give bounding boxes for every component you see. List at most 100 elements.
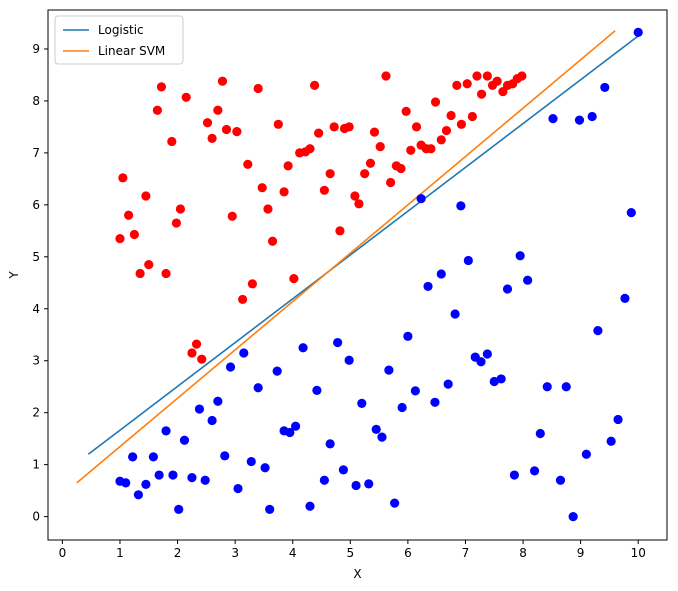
scatter-point bbox=[436, 135, 446, 145]
scatter-point bbox=[194, 404, 205, 414]
y-tick-label: 3 bbox=[32, 354, 40, 368]
legend-label: Logistic bbox=[98, 23, 144, 37]
scatter-point bbox=[436, 269, 446, 279]
y-tick-label: 9 bbox=[32, 42, 40, 56]
scatter-point bbox=[574, 115, 585, 125]
x-tick-label: 5 bbox=[346, 546, 354, 560]
scatter-point bbox=[312, 385, 322, 395]
series-line-1 bbox=[87, 35, 639, 455]
scatter-point bbox=[456, 201, 466, 211]
scatter-point bbox=[411, 122, 422, 132]
y-tick-label: 1 bbox=[32, 458, 40, 472]
scatter-point bbox=[517, 71, 527, 81]
scatter-point bbox=[227, 211, 237, 221]
scatter-point bbox=[423, 281, 433, 292]
scatter-point bbox=[161, 426, 171, 436]
y-axis: 0 1 2 3 4 5 6 7 8 9 bbox=[32, 42, 48, 524]
scatter-point bbox=[364, 479, 374, 489]
y-tick-label: 5 bbox=[32, 250, 40, 264]
scatter-point bbox=[305, 144, 315, 154]
x-tick-label: 2 bbox=[174, 546, 182, 560]
scatter-point bbox=[502, 284, 513, 294]
scatter-point bbox=[430, 97, 441, 107]
scatter-point bbox=[593, 325, 603, 336]
scatter-point bbox=[462, 79, 472, 89]
scatter-point bbox=[152, 105, 163, 115]
scatter-point bbox=[416, 194, 426, 204]
scatter-point bbox=[129, 229, 139, 240]
y-tick-label: 4 bbox=[32, 302, 40, 316]
x-tick-label: 7 bbox=[462, 546, 470, 560]
scatter-point bbox=[171, 218, 182, 228]
scatter-point bbox=[232, 126, 242, 137]
scatter-point bbox=[220, 451, 230, 461]
scatter-point bbox=[289, 274, 299, 284]
scatter-point bbox=[174, 504, 184, 514]
scatter-point bbox=[443, 379, 453, 389]
scatter-point bbox=[243, 159, 253, 169]
scatter-point bbox=[426, 144, 436, 154]
scatter-point bbox=[133, 490, 144, 500]
scatter-point bbox=[191, 339, 202, 349]
y-tick-label: 0 bbox=[32, 510, 40, 524]
scatter-point bbox=[456, 119, 467, 129]
scatter-point bbox=[291, 421, 301, 431]
scatter-point bbox=[482, 71, 492, 81]
scatter-point bbox=[384, 365, 394, 375]
scatter-point bbox=[515, 251, 525, 261]
scatter-point bbox=[141, 191, 151, 201]
scatter-point bbox=[217, 76, 228, 86]
scatter-point bbox=[396, 163, 406, 174]
scatter-point bbox=[238, 294, 248, 305]
scatter-point bbox=[225, 362, 236, 372]
scatter-point bbox=[267, 236, 278, 246]
scatter-point bbox=[620, 293, 630, 303]
scatter-point bbox=[168, 470, 178, 480]
legend: Logistic Linear SVM bbox=[54, 15, 184, 65]
scatter-point bbox=[606, 436, 616, 446]
scatter-point bbox=[381, 71, 391, 81]
plot-marks bbox=[76, 27, 643, 522]
scatter-point bbox=[197, 354, 207, 364]
x-tick-label: 9 bbox=[577, 546, 585, 560]
scatter-point bbox=[207, 133, 217, 143]
scatter-point bbox=[561, 382, 571, 392]
scatter-point bbox=[325, 439, 335, 449]
x-tick-label: 6 bbox=[404, 546, 412, 560]
scatter-point bbox=[329, 122, 339, 132]
legend-label: Linear SVM bbox=[98, 44, 165, 58]
scatter-point bbox=[529, 466, 540, 476]
scatter-point bbox=[221, 124, 232, 135]
y-axis-label: Y bbox=[7, 271, 21, 280]
scatter-point bbox=[555, 475, 566, 485]
series-line-2 bbox=[76, 30, 616, 484]
scatter-point bbox=[124, 210, 134, 220]
scatter-point bbox=[450, 309, 460, 319]
scatter-point bbox=[535, 428, 545, 439]
scatter-point bbox=[467, 111, 477, 122]
scatter-point bbox=[587, 111, 597, 122]
scatter-point bbox=[118, 173, 128, 183]
scatter-point bbox=[581, 449, 591, 459]
scatter-point bbox=[476, 89, 487, 99]
scatter-point bbox=[360, 169, 370, 179]
y-tick-label: 2 bbox=[32, 406, 40, 420]
scatter-point bbox=[213, 396, 223, 406]
scatter-point bbox=[401, 106, 411, 116]
scatter-point bbox=[633, 27, 643, 37]
scatter-point bbox=[492, 76, 502, 86]
x-tick-label: 0 bbox=[59, 546, 67, 560]
x-tick-label: 1 bbox=[116, 546, 124, 560]
scatter-point bbox=[305, 501, 315, 511]
scatter-point bbox=[333, 337, 343, 348]
scatter-point bbox=[410, 386, 420, 396]
scatter-point bbox=[213, 105, 223, 115]
scatter-point bbox=[263, 204, 273, 214]
scatter-point bbox=[115, 234, 125, 244]
y-tick-label: 7 bbox=[32, 146, 40, 160]
scatter-point bbox=[472, 71, 482, 81]
x-tick-label: 4 bbox=[289, 546, 297, 560]
scatter-point bbox=[568, 512, 578, 522]
scatter-point bbox=[257, 183, 267, 193]
